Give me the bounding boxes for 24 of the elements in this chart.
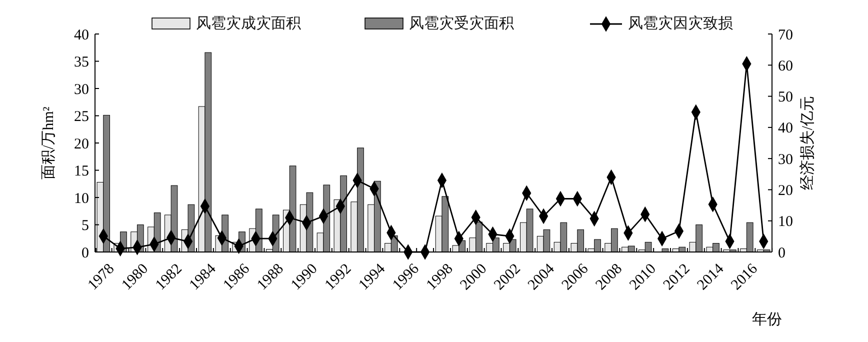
y2-tick-label: 30	[778, 152, 793, 168]
y-tick-label: 40	[74, 27, 89, 44]
y-tick-label: 15	[74, 164, 89, 180]
x-tick-label: 1980	[118, 260, 152, 294]
y-tick-label: 10	[74, 190, 89, 207]
y-tick-label: 30	[74, 82, 89, 98]
y2-tick-label: 20	[778, 182, 793, 199]
y-tick-label: 5	[82, 218, 89, 234]
y-tick-label: 0	[82, 245, 89, 262]
y2-tick-label: 40	[778, 120, 793, 137]
y-tick-label: 35	[74, 54, 89, 70]
y2-tick-label: 50	[778, 90, 793, 106]
legend-label: 风雹灾因灾致损	[628, 15, 733, 32]
y-tick-label: 20	[74, 136, 89, 152]
y2-tick-label: 0	[778, 245, 786, 262]
legend-label: 风雹灾成灾面积	[196, 15, 301, 32]
legend-label: 风雹灾受灾面积	[409, 15, 514, 32]
y2-tick-label: 10	[778, 214, 793, 230]
y-axis-title: 面积/万hm²	[41, 106, 57, 180]
y2-tick-label: 60	[778, 58, 793, 74]
y-tick-label: 25	[74, 109, 89, 125]
y2-tick-label: 70	[778, 27, 793, 44]
x-axis-title: 年份	[752, 311, 782, 328]
y2-axis-title: 经济损失/亿元	[799, 96, 816, 190]
